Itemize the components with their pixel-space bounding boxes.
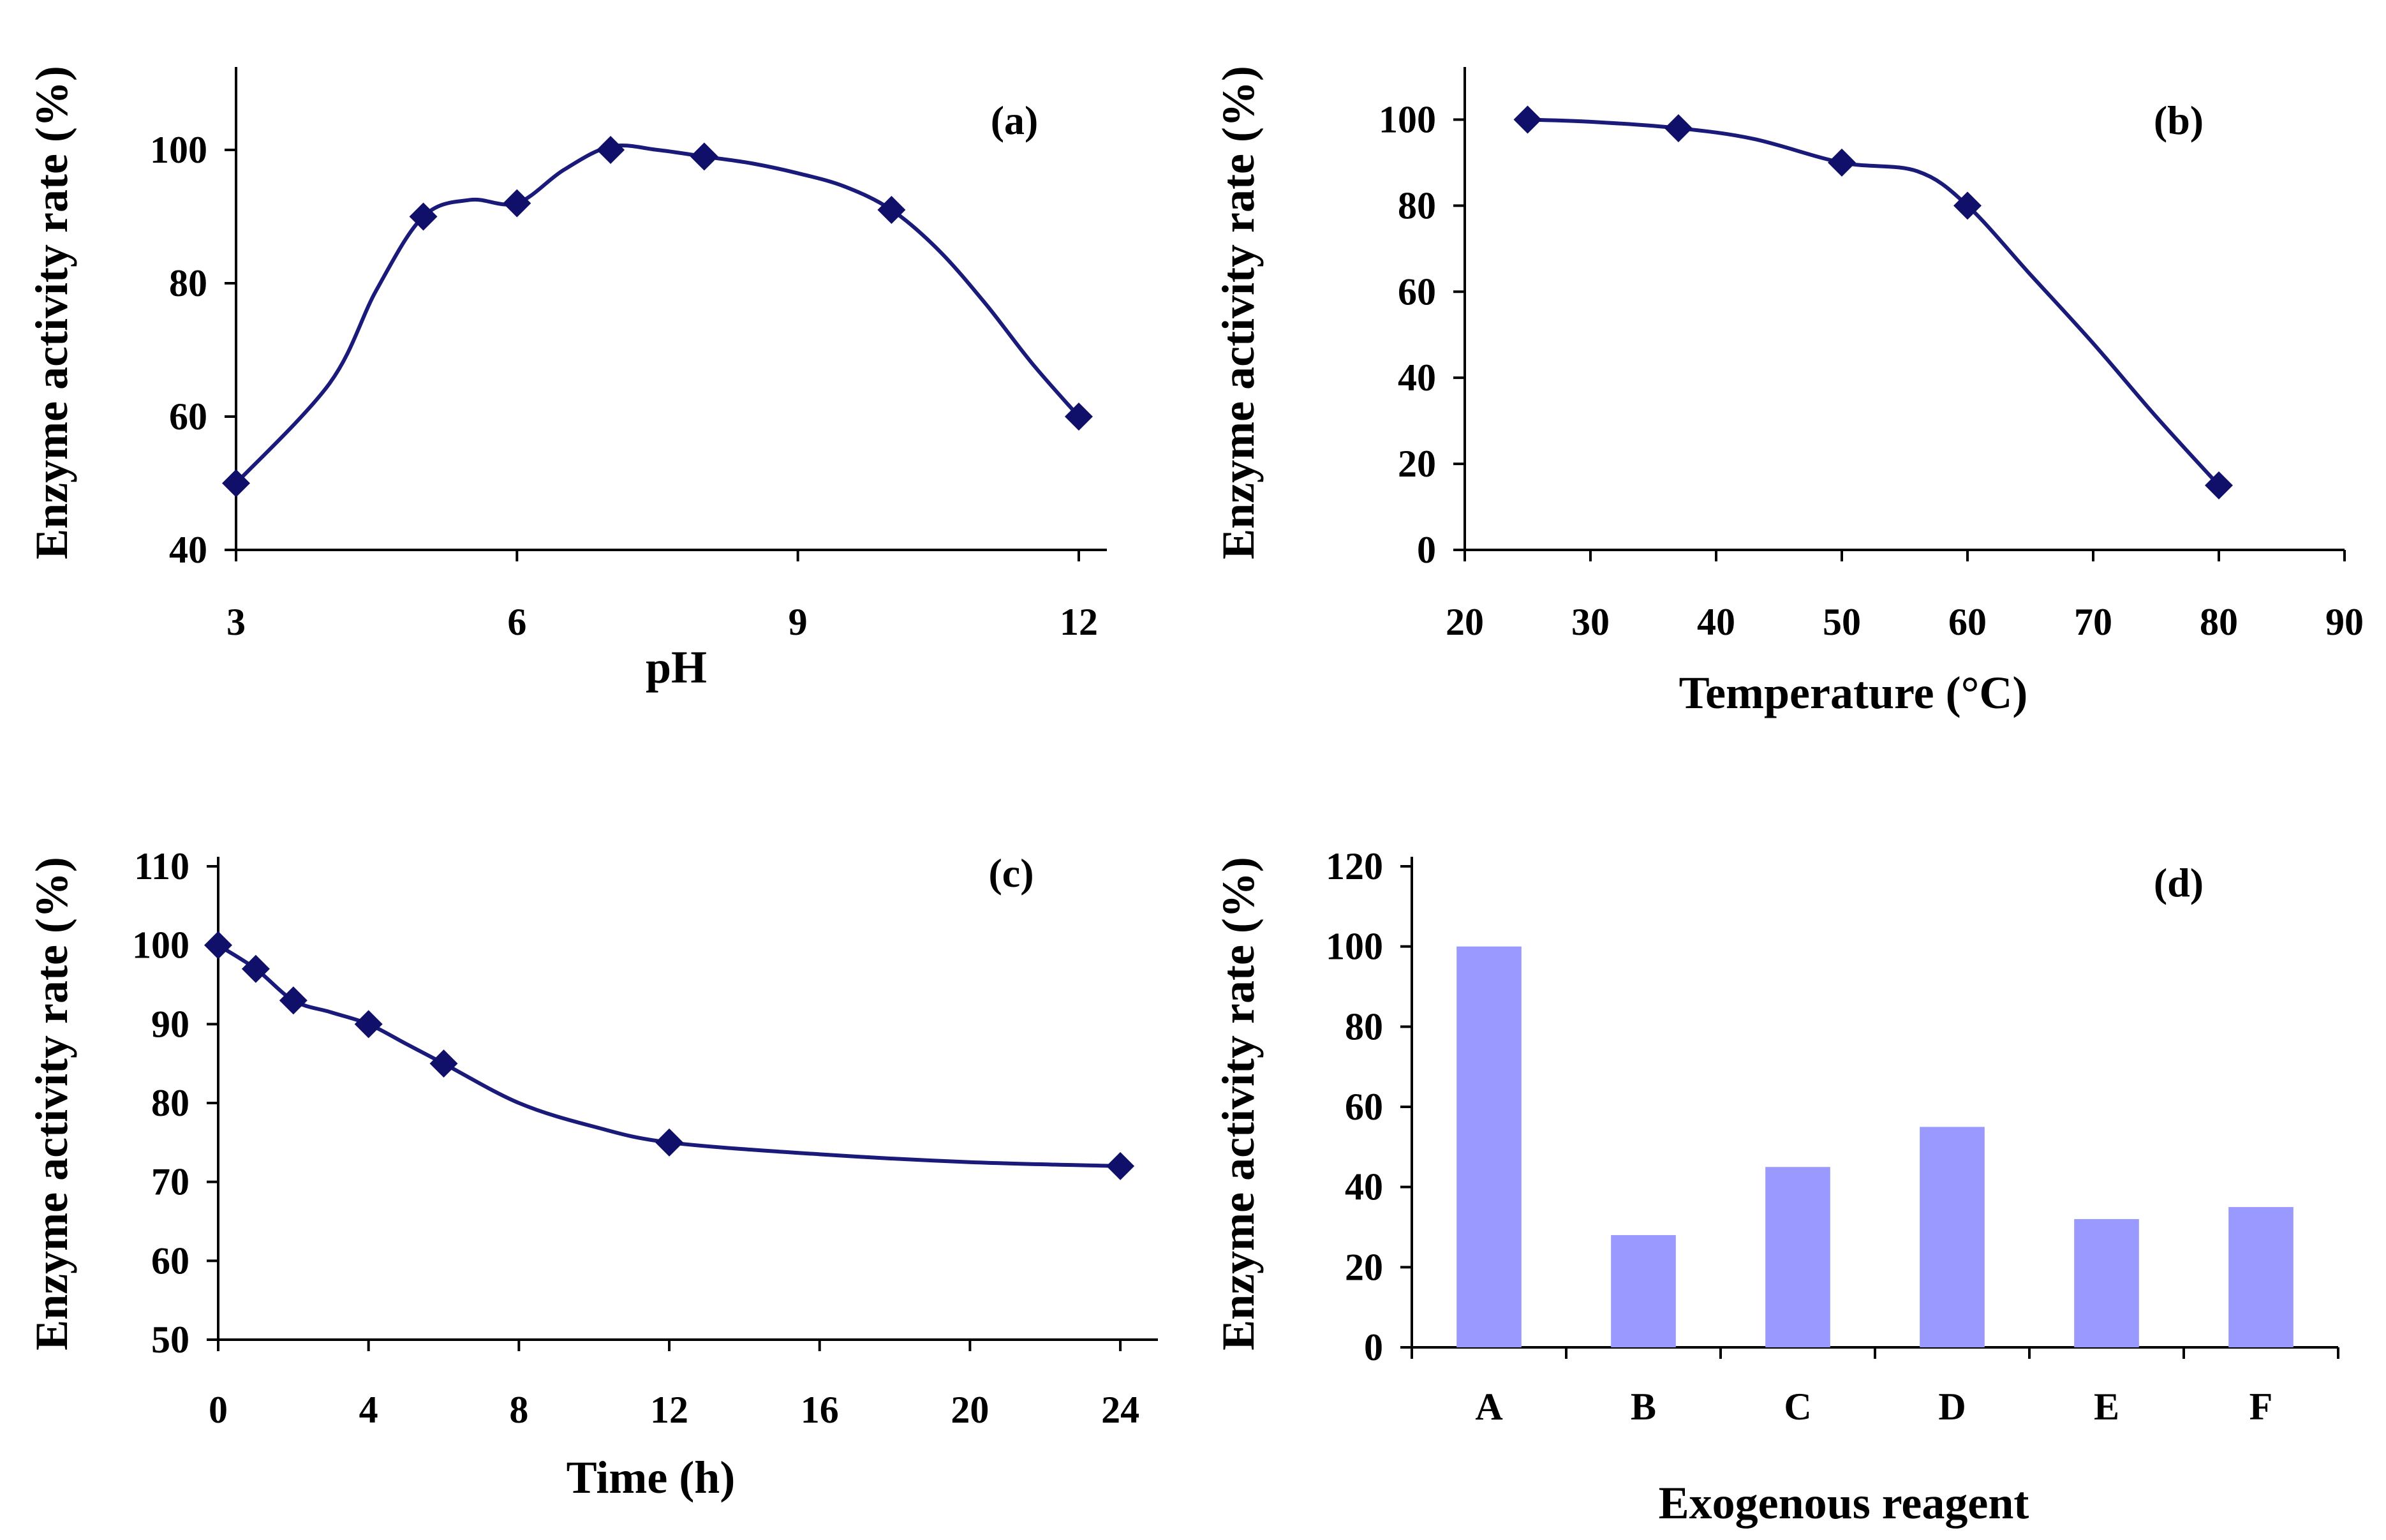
y-tick-label: 0 — [1417, 529, 1436, 571]
y-tick-label: 120 — [1326, 845, 1383, 887]
x-tick-label: 9 — [789, 601, 808, 643]
x-tick-label: 20 — [951, 1389, 989, 1431]
series-line — [217, 944, 1121, 1168]
data-point — [1513, 105, 1542, 134]
x-tick-label: 3 — [226, 601, 246, 643]
data-point — [429, 1049, 458, 1078]
x-tick-label: 0 — [209, 1389, 228, 1431]
x-category-label: C — [1784, 1386, 1811, 1428]
data-point — [2205, 471, 2233, 500]
data-point — [1664, 114, 1693, 142]
panel-tag: (a) — [991, 98, 1039, 143]
data-point — [241, 954, 270, 983]
data-point — [1106, 1151, 1135, 1180]
data-point — [877, 196, 906, 225]
y-tick-label: 100 — [1326, 926, 1383, 968]
data-point — [690, 142, 718, 171]
x-category-label: E — [2094, 1386, 2119, 1428]
y-tick-label: 0 — [1364, 1326, 1383, 1368]
x-tick-label: 90 — [2325, 601, 2364, 643]
y-tick-label: 70 — [151, 1161, 189, 1203]
panel-tag: (c) — [988, 850, 1034, 896]
x-axis-title: Temperature (°C) — [1679, 667, 2028, 718]
x-axis-title: Time (h) — [567, 1452, 736, 1503]
y-axis-title: Enzyme activity rate (%) — [26, 857, 77, 1351]
y-tick-label: 40 — [169, 529, 207, 571]
y-tick-label: 20 — [1345, 1246, 1383, 1288]
y-tick-label: 60 — [1345, 1086, 1383, 1128]
x-tick-label: 20 — [1446, 601, 1484, 643]
x-tick-label: 4 — [359, 1389, 378, 1431]
data-point — [1953, 191, 1982, 220]
x-tick-label: 80 — [2200, 601, 2238, 643]
y-tick-label: 60 — [151, 1240, 189, 1282]
x-axis-title: pH — [646, 642, 707, 693]
x-tick-label: 12 — [650, 1389, 688, 1431]
data-point — [279, 986, 308, 1015]
x-tick-label: 60 — [1948, 601, 1987, 643]
data-point — [655, 1128, 684, 1157]
x-tick-label: 24 — [1101, 1389, 1139, 1431]
data-point — [1064, 402, 1093, 431]
y-axis-title: Enzyme activity rate (%) — [1213, 857, 1264, 1351]
y-tick-label: 110 — [134, 845, 189, 887]
y-tick-label: 80 — [1345, 1005, 1383, 1048]
x-tick-label: 16 — [801, 1389, 839, 1431]
data-point — [204, 931, 232, 959]
y-tick-label: 60 — [1398, 270, 1436, 313]
panel-d: 0 20 40 60 80 100 120 A B C D E F Exogenous reagent En… — [1213, 845, 2339, 1529]
y-tick-label: 100 — [1379, 98, 1436, 140]
y-tick-label: 40 — [1398, 357, 1436, 399]
y-tick-label: 20 — [1398, 443, 1436, 485]
x-tick-label: 40 — [1697, 601, 1735, 643]
data-point — [503, 189, 531, 218]
y-tick-label: 80 — [1398, 184, 1436, 226]
y-tick-label: 40 — [1345, 1166, 1383, 1208]
y-tick-label: 90 — [151, 1003, 189, 1045]
bar-F — [2228, 1207, 2293, 1347]
x-axis-title: Exogenous reagent — [1659, 1477, 2029, 1529]
bar-C — [1765, 1167, 1830, 1347]
x-tick-label: 30 — [1571, 601, 1610, 643]
y-tick-label: 100 — [132, 924, 189, 966]
panel-tag: (d) — [2154, 860, 2204, 905]
data-point — [354, 1010, 383, 1039]
x-tick-label: 8 — [509, 1389, 528, 1431]
panel-tag: (b) — [2154, 98, 2204, 143]
y-tick-label: 100 — [150, 129, 207, 171]
data-point — [596, 135, 625, 164]
x-category-label: B — [1631, 1386, 1656, 1428]
y-tick-label: 80 — [151, 1082, 189, 1124]
y-axis-title: Enzyme activity rate (%) — [26, 66, 77, 559]
x-category-label: D — [1938, 1386, 1966, 1428]
y-tick-label: 80 — [169, 262, 207, 304]
x-tick-label: 6 — [507, 601, 526, 643]
panel-c: 50 60 70 80 90 100 110 0 4 8 12 16 20 24 Time (h) Enzym… — [26, 845, 1158, 1503]
x-tick-label: 70 — [2074, 601, 2112, 643]
bar-A — [1456, 946, 1522, 1347]
series-line — [1527, 117, 2221, 487]
x-tick-label: 50 — [1823, 601, 1861, 643]
data-point — [409, 202, 438, 231]
data-point — [222, 469, 250, 498]
x-category-label: A — [1475, 1386, 1502, 1428]
y-axis-title: Enzyme activity rate (%) — [1213, 66, 1264, 559]
y-tick-label: 50 — [151, 1319, 189, 1361]
y-tick-label: 60 — [169, 396, 207, 438]
panel-a: 40 60 80 100 3 6 9 12 pH Enzyme activity rate (%)… — [26, 66, 1107, 693]
x-tick-label: 12 — [1060, 601, 1098, 643]
data-point — [1828, 148, 1856, 177]
series-line — [234, 143, 1081, 485]
x-category-label: F — [2249, 1386, 2273, 1428]
bar-D — [1920, 1127, 1985, 1347]
bar-B — [1611, 1235, 1676, 1347]
bar-E — [2074, 1218, 2139, 1347]
